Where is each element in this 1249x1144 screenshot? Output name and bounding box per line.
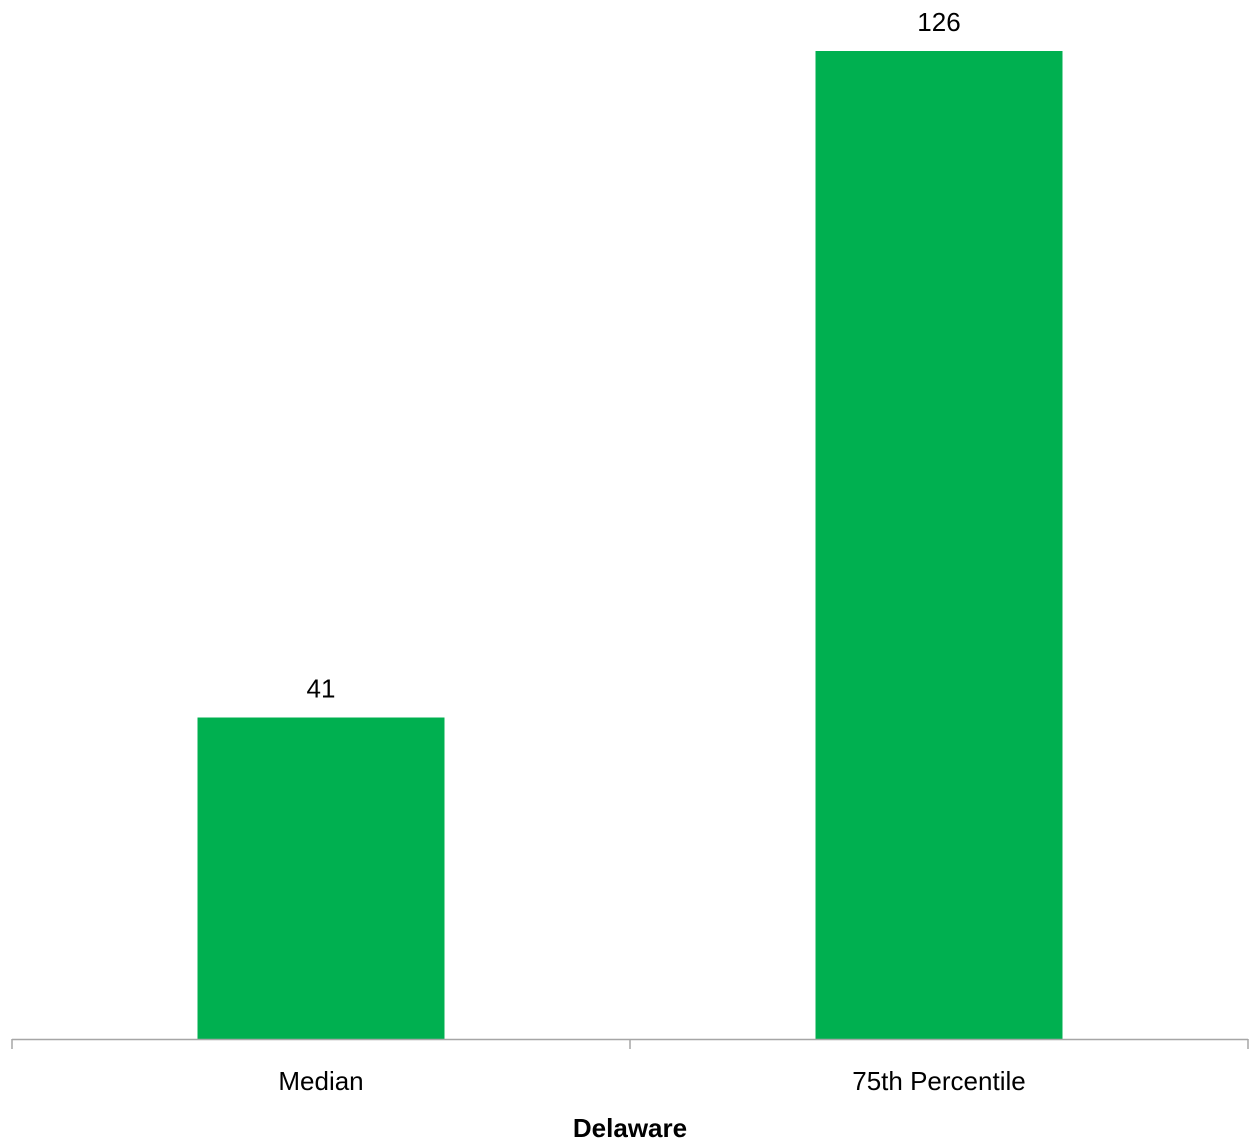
data-label: 41	[307, 674, 336, 704]
bar-75th-percentile	[815, 51, 1063, 1039]
data-labels-group: 41 126	[307, 7, 961, 704]
x-axis-ticks	[11, 1039, 1249, 1049]
bar-median	[197, 717, 445, 1039]
data-label: 126	[917, 7, 960, 37]
x-axis-tick-labels: Median 75th Percentile	[278, 1066, 1025, 1096]
x-axis: Median 75th Percentile	[11, 1038, 1249, 1096]
bars-group	[197, 51, 1063, 1039]
x-tick-label: 75th Percentile	[852, 1066, 1025, 1096]
x-tick-label: Median	[278, 1066, 363, 1096]
x-axis-title: Delaware	[573, 1113, 687, 1143]
